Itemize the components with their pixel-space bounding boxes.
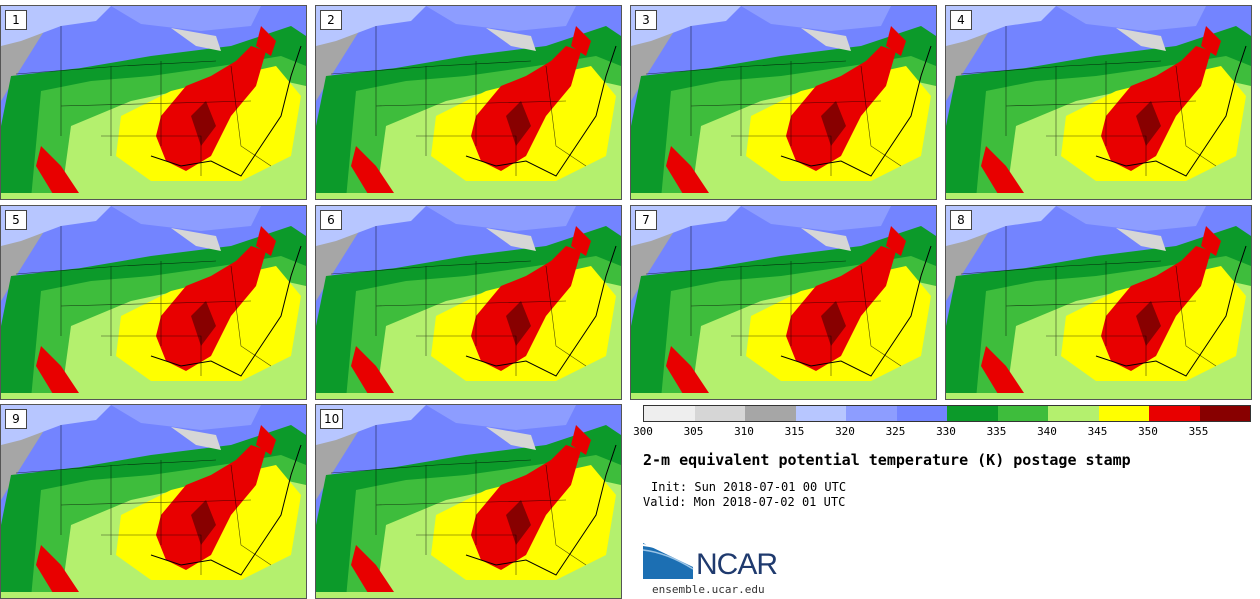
panel-label: 8	[950, 210, 972, 230]
colorbar-tick-label: 300	[633, 425, 653, 438]
colorbar-tick-label: 315	[784, 425, 805, 438]
colorbar-tick-label: 345	[1087, 425, 1108, 438]
init-time: Init: Sun 2018-07-01 00 UTC	[651, 480, 847, 494]
postage-stamp-panel-7: 7	[630, 205, 937, 400]
postage-stamp-panel-8: 8	[945, 205, 1252, 400]
colorbar-tick-label: 335	[986, 425, 1007, 438]
colorbar-segment	[1048, 406, 1099, 421]
colorbar-tick-label: 355	[1188, 425, 1209, 438]
panel-label: 7	[635, 210, 657, 230]
postage-stamp-panel-4: 4	[945, 5, 1252, 200]
panel-label: 10	[320, 409, 344, 429]
colorbar-segment	[1149, 406, 1200, 421]
website-url: ensemble.ucar.edu	[652, 583, 765, 596]
colorbar	[643, 405, 1251, 422]
colorbar-segment	[1098, 406, 1149, 421]
postage-stamp-panel-1: 1	[0, 5, 307, 200]
panel-label: 4	[950, 10, 972, 30]
colorbar-segment	[745, 406, 796, 421]
ncar-logo-text: NCAR	[696, 548, 778, 581]
colorbar-segment	[694, 406, 745, 421]
postage-stamp-panel-5: 5	[0, 205, 307, 400]
colorbar-segment	[896, 406, 947, 421]
colorbar-tick-label: 340	[1037, 425, 1057, 438]
colorbar-tick-label: 325	[885, 425, 906, 438]
colorbar-tick-label: 305	[683, 425, 704, 438]
colorbar-tick-label: 350	[1138, 425, 1158, 438]
panel-label: 3	[635, 10, 657, 30]
colorbar-segment	[795, 406, 846, 421]
colorbar-segment	[846, 406, 897, 421]
postage-stamp-panel-6: 6	[315, 205, 622, 400]
postage-stamp-panel-2: 2	[315, 5, 622, 200]
postage-stamp-panel-10: 10	[315, 404, 622, 599]
colorbar-tick-label: 310	[734, 425, 754, 438]
postage-stamp-panel-9: 9	[0, 404, 307, 599]
panel-label: 9	[5, 409, 27, 429]
colorbar-segment	[1199, 406, 1250, 421]
colorbar-segment	[997, 406, 1048, 421]
panel-label: 5	[5, 210, 27, 230]
postage-stamp-panel-3: 3	[630, 5, 937, 200]
colorbar-tick-label: 330	[936, 425, 956, 438]
colorbar-tick-label: 320	[835, 425, 855, 438]
valid-time: Valid: Mon 2018-07-02 01 UTC	[643, 495, 846, 509]
plot-title: 2-m equivalent potential temperature (K)…	[643, 451, 1131, 469]
panel-label: 2	[320, 10, 342, 30]
panel-label: 1	[5, 10, 27, 30]
panel-label: 6	[320, 210, 342, 230]
colorbar-segment	[644, 406, 695, 421]
ncar-logo-icon	[643, 543, 694, 579]
colorbar-segment	[947, 406, 998, 421]
